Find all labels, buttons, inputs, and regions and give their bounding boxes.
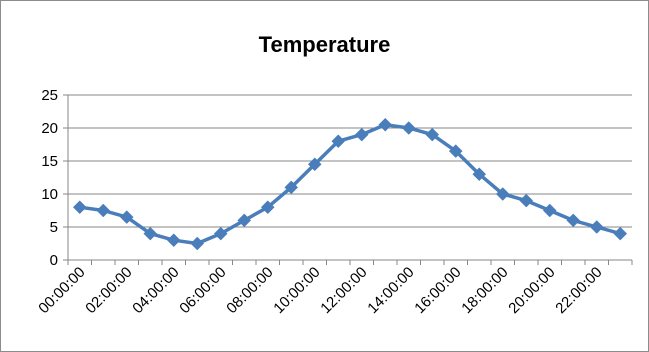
data-point-marker [613,226,628,241]
data-point-marker [378,117,393,132]
y-tick-labels: 0 5 10 15 20 25 [41,87,58,269]
data-point-marker [237,213,252,228]
y-tick-label: 0 [50,252,58,269]
data-point-marker [495,187,510,201]
x-tick-label: 06:00:00 [176,264,229,317]
data-point-marker [401,121,416,135]
x-tick-label: 04:00:00 [129,264,182,317]
y-tick-label: 25 [41,87,58,104]
x-tick-labels: 00:00:0002:00:0004:00:0006:00:0008:00:00… [35,264,605,317]
data-point-marker [143,226,158,241]
x-tick-label: 22:00:00 [552,264,605,317]
x-tick-label: 14:00:00 [364,264,417,317]
data-point-marker [72,200,87,215]
data-point-marker [448,144,463,158]
y-tick-label: 10 [41,186,58,203]
data-point-marker [190,236,205,251]
x-tick-label: 08:00:00 [223,264,276,317]
x-tick-label: 12:00:00 [317,264,370,317]
x-tick-label: 16:00:00 [411,264,464,317]
x-tick-label: 00:00:00 [35,264,88,317]
y-tick-label: 15 [41,153,58,170]
y-tick-label: 5 [50,219,58,236]
data-point-marker [589,220,604,234]
x-tick-label: 20:00:00 [505,264,558,317]
data-point-marker [472,167,487,182]
gridlines [68,94,632,228]
x-tick-label: 10:00:00 [270,264,323,317]
x-tick-label: 02:00:00 [82,264,135,317]
data-point-marker [354,127,369,142]
data-point-marker [119,210,134,224]
data-point-marker [542,203,557,218]
data-point-marker [331,134,346,149]
axes [63,94,633,265]
data-point-marker [96,203,111,218]
data-point-marker [566,213,581,228]
chart-title: Temperature [258,32,391,57]
data-point-marker [519,193,534,208]
y-tick-label: 20 [41,120,58,137]
data-point-marker [166,233,181,248]
data-point-marker [425,127,440,142]
data-point-marker [260,200,275,215]
data-point-marker [213,226,228,241]
series-line [79,122,621,246]
series-temperature [72,117,628,251]
x-tick-label: 18:00:00 [458,264,511,317]
data-point-marker [284,180,299,195]
data-point-marker [307,157,322,172]
